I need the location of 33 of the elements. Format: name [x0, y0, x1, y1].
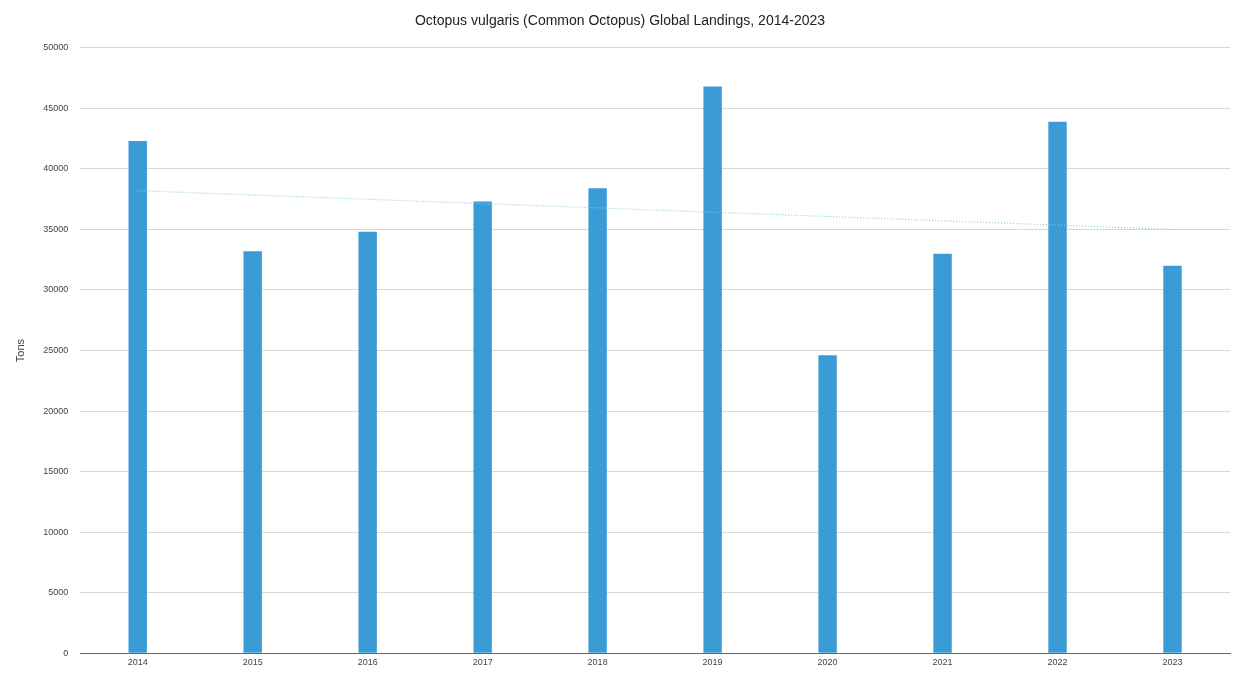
- y-tick-label: 0: [63, 647, 69, 658]
- bar: [818, 355, 837, 653]
- y-tick-label: 35000: [43, 223, 69, 234]
- y-axis-title: Tons: [13, 338, 26, 363]
- y-tick-label: 5000: [48, 587, 69, 598]
- y-tick-label: 10000: [43, 526, 69, 537]
- x-tick-label: 2018: [587, 657, 608, 668]
- y-tick-label: 30000: [43, 284, 69, 295]
- bar: [1163, 265, 1182, 653]
- y-tick-label: 45000: [43, 102, 69, 113]
- x-tick-label: 2017: [472, 657, 493, 668]
- x-tick-label: 2023: [1162, 657, 1183, 668]
- y-tick-label: 40000: [43, 163, 69, 174]
- bar: [933, 253, 952, 653]
- bar: [588, 188, 607, 653]
- x-tick-label: 2014: [127, 657, 148, 668]
- x-tick-label: 2016: [357, 657, 378, 668]
- bar: [703, 86, 722, 653]
- y-tick-label: 15000: [43, 466, 69, 477]
- chart-title: Octopus vulgaris (Common Octopus) Global Landings, 2014-2023: [414, 12, 826, 29]
- y-tick-label: 25000: [43, 344, 69, 355]
- bar: [243, 251, 262, 653]
- x-tick-label: 2022: [1047, 657, 1068, 668]
- y-tick-label: 50000: [43, 42, 69, 53]
- bar: [128, 141, 147, 653]
- bar: [1048, 121, 1067, 653]
- x-tick-label: 2020: [817, 657, 838, 668]
- bar: [358, 231, 377, 653]
- bar: [473, 201, 492, 653]
- x-tick-label: 2015: [242, 657, 263, 668]
- y-tick-label: 20000: [43, 405, 69, 416]
- x-tick-label: 2019: [702, 657, 723, 668]
- x-tick-label: 2021: [932, 657, 953, 668]
